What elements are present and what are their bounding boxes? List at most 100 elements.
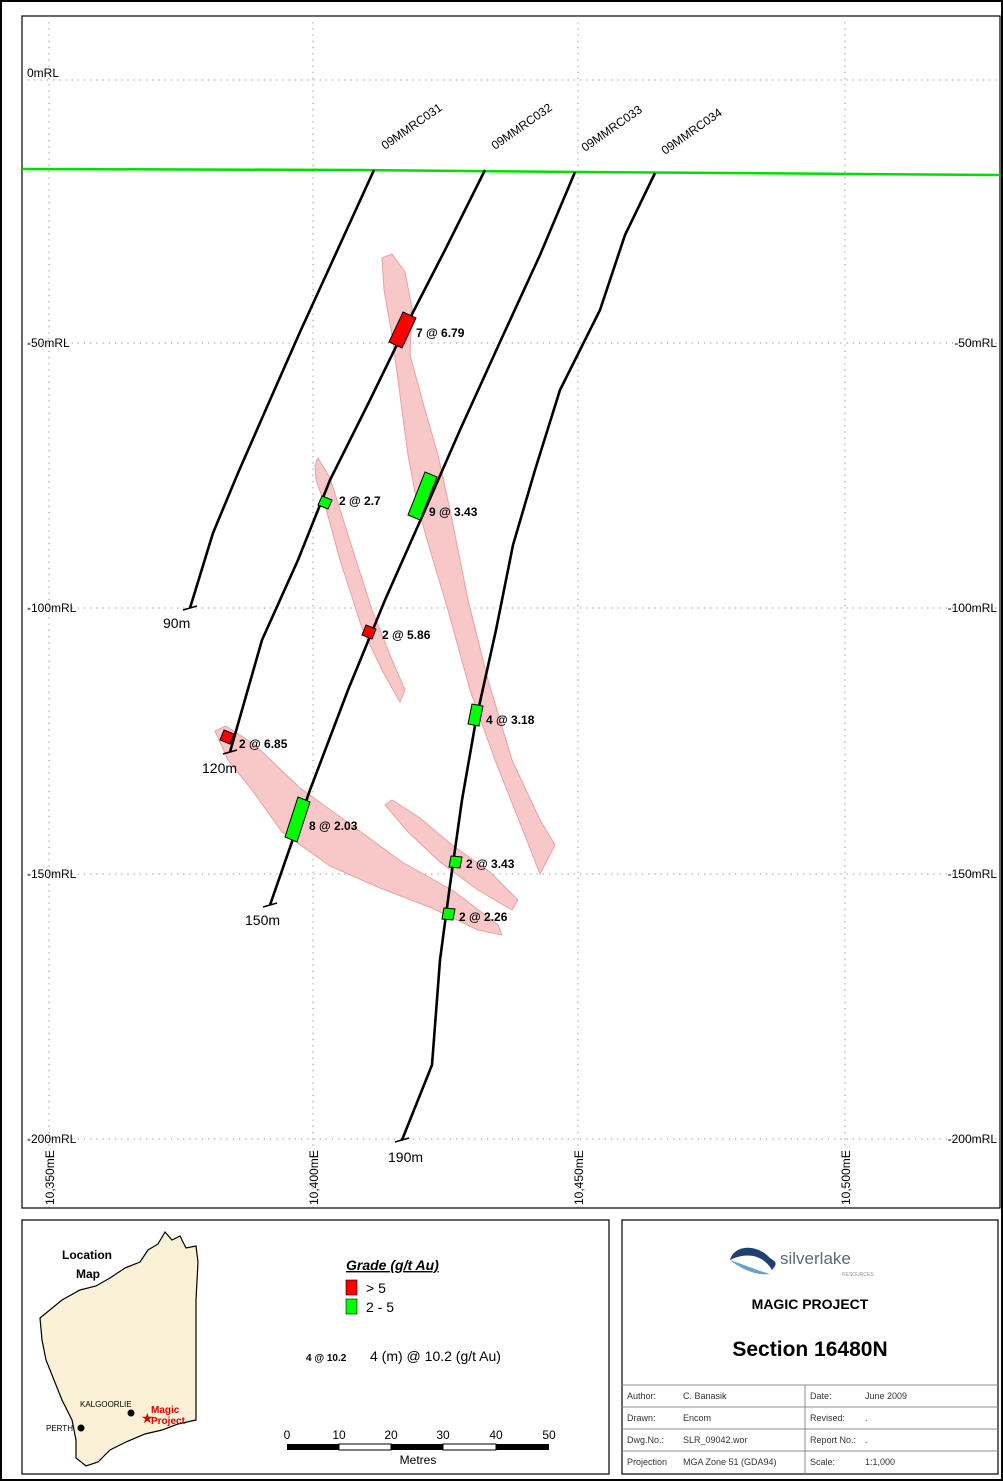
scale-tick: 10 [332,1428,346,1442]
town-marker [127,1409,135,1417]
tb-label: Projection [627,1457,667,1467]
drillhole-depths: 90m 120m 150m 190m [163,615,423,1165]
drillhole-depth: 190m [388,1149,423,1165]
intercept-bar [361,624,377,640]
ore-zone [214,725,503,936]
legend-item-label: 2 - 5 [366,1299,394,1315]
intercept-bar [317,495,333,510]
legend-title: Grade (g/t Au) [346,1257,439,1273]
intercept-label: 2 @ 3.43 [466,857,515,871]
drillhole-depth: 150m [245,912,280,928]
easting-label: 10,350mE [43,1150,57,1205]
rl-label: 0mRL [27,66,59,80]
intercept-label: 2 @ 2.26 [459,910,508,924]
tb-label: Scale: [810,1457,835,1467]
tb-value: Encom [683,1413,711,1423]
easting-labels: 10,350mE 10,400mE 10,450mE 10,500mE [43,1150,853,1205]
legend-example-code: 4 @ 10.2 [306,1353,347,1364]
location-map-title: Location [62,1248,112,1262]
drillhole-trace [400,172,657,1141]
intercept-label: 2 @ 5.86 [382,628,431,642]
intercept-label: 8 @ 2.03 [309,819,358,833]
tb-value: 1:1,000 [865,1457,895,1467]
easting-label: 10,450mE [572,1150,586,1205]
company-name: silverlake [780,1249,851,1268]
intercept-bar [407,471,438,521]
section-title: Section 16480N [732,1338,887,1361]
intercept-label: 4 @ 3.18 [486,713,535,727]
tb-value: . [865,1413,868,1423]
project-label: Magic [151,1405,180,1416]
map-frame [21,15,1001,1209]
tb-value: . [865,1435,868,1445]
scale-tick: 0 [284,1428,291,1442]
rl-labels-right: -50mRL -100mRL -150mRL -200mRL [948,336,998,1146]
tb-label: Revised: [810,1413,845,1423]
legend-swatch-mid [345,1298,358,1315]
intercept-label: 2 @ 6.85 [239,737,288,751]
easting-label: 10,400mE [307,1150,321,1205]
title-block [621,1219,999,1475]
intercept-bar [284,796,311,843]
title-block-table: Author: C. Banasik Date: June 2009 Drawn… [622,1384,998,1474]
tb-value: MGA Zone 51 (GDA94) [683,1457,777,1467]
company-sub: RESOURCES [842,1272,874,1278]
star-icon: ★ [141,1410,154,1426]
scale-tick: 20 [384,1428,398,1442]
drillhole-trace [188,169,376,609]
grid [22,16,1000,1208]
project-label: Project [151,1416,186,1427]
rl-label-right: -150mRL [948,867,998,881]
legend-item-label: > 5 [366,1280,386,1296]
tb-label: Author: [627,1391,656,1401]
scale-tick: 40 [489,1428,503,1442]
scale-unit: Metres [400,1453,437,1467]
grade-legend: Grade (g/t Au) > 5 2 - 5 4 @ 10.2 4 (m) … [306,1257,501,1364]
legend-swatch-high [345,1279,358,1296]
intercept-bar [388,311,417,349]
tb-label: Drawn: [627,1413,656,1423]
western-australia-outline [39,1230,199,1467]
intercept-label: 7 @ 6.79 [416,326,465,340]
intercept-label: 9 @ 3.43 [429,505,478,519]
intercept-bar [441,907,456,921]
intercept-label: 2 @ 2.7 [339,494,381,508]
rl-label-right: -200mRL [948,1132,998,1146]
drillhole-depth: 120m [202,760,237,776]
intercept-bar [448,855,463,869]
rl-label: -100mRL [27,601,77,615]
rl-label: -150mRL [27,867,77,881]
intercept-bar [467,703,484,727]
tb-label: Dwg.No.: [627,1435,664,1445]
scale-tick: 50 [542,1428,556,1442]
tb-label: Report No.: [810,1435,856,1445]
town-label: KALGOORLIE [80,1400,132,1409]
tb-value: June 2009 [865,1391,907,1401]
drillholes [182,169,657,1143]
rl-label: -200mRL [27,1132,77,1146]
rl-label: -50mRL [27,336,70,350]
ore-zone [381,253,556,876]
ore-zone [384,799,519,911]
legend-example-desc: 4 (m) @ 10.2 (g/t Au) [370,1348,501,1364]
tb-value: C. Banasik [683,1391,727,1401]
company-logo: silverlake RESOURCES [730,1247,874,1278]
town-marker [77,1424,85,1432]
rl-label-right: -100mRL [948,601,998,615]
drillhole-trace [268,171,577,906]
drillhole-depth: 90m [163,615,190,631]
tb-value: SLR_09042.wor [683,1435,748,1445]
intercepts [219,311,484,921]
easting-label: 10,500mE [839,1150,853,1205]
scale-bar: 0 10 20 30 40 50 Metres [284,1428,556,1467]
location-map: Location Map KALGOORLIE PERTH ★ Magic Pr… [39,1230,199,1467]
project-title: MAGIC PROJECT [752,1296,869,1312]
intercept-labels: 7 @ 6.79 2 @ 2.7 9 @ 3.43 2 @ 5.86 4 @ 3… [239,326,535,924]
intercept-bar [219,729,235,745]
rl-label-right: -50mRL [954,336,997,350]
tb-label: Date: [810,1391,832,1401]
town-label: PERTH [46,1424,73,1433]
drillhole-trace [228,169,487,753]
rl-labels-left: 0mRL -50mRL -100mRL -150mRL -200mRL [27,66,77,1146]
